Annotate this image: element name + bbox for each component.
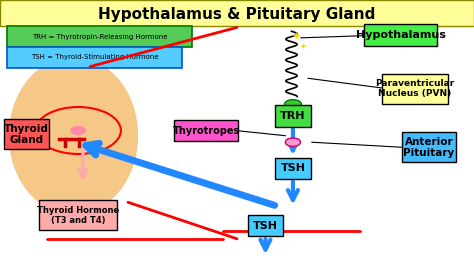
Text: TSH: TSH bbox=[281, 163, 305, 173]
Text: Hypothalamus & Pituitary Gland: Hypothalamus & Pituitary Gland bbox=[98, 7, 376, 22]
Circle shape bbox=[284, 100, 301, 109]
Text: ✦: ✦ bbox=[292, 32, 301, 41]
Text: TSH = Thyroid-Stimulating Hormone: TSH = Thyroid-Stimulating Hormone bbox=[31, 55, 158, 60]
FancyBboxPatch shape bbox=[275, 158, 311, 179]
Circle shape bbox=[71, 127, 85, 134]
Text: TSH: TSH bbox=[253, 221, 278, 231]
FancyBboxPatch shape bbox=[3, 120, 48, 149]
Text: Thyroid Hormone
(T3 and T4): Thyroid Hormone (T3 and T4) bbox=[37, 206, 119, 225]
Text: Thyrotropes: Thyrotropes bbox=[173, 126, 240, 135]
Text: ✦: ✦ bbox=[300, 41, 307, 50]
FancyBboxPatch shape bbox=[364, 24, 437, 46]
FancyBboxPatch shape bbox=[382, 74, 448, 104]
Text: TRH = Thyrotropin-Releasing Hormone: TRH = Thyrotropin-Releasing Hormone bbox=[32, 34, 167, 39]
Text: TRH: TRH bbox=[280, 111, 306, 121]
FancyBboxPatch shape bbox=[174, 120, 238, 141]
Text: Thyroid
Gland: Thyroid Gland bbox=[4, 124, 48, 145]
Text: Hypothalamus: Hypothalamus bbox=[356, 30, 446, 40]
FancyBboxPatch shape bbox=[402, 133, 456, 162]
FancyBboxPatch shape bbox=[0, 0, 474, 26]
FancyBboxPatch shape bbox=[7, 47, 182, 68]
FancyBboxPatch shape bbox=[275, 105, 311, 127]
Text: Paraventricular
Nucleus (PVN): Paraventricular Nucleus (PVN) bbox=[375, 79, 455, 98]
Text: Anterior
Pituitary: Anterior Pituitary bbox=[403, 137, 455, 158]
Circle shape bbox=[285, 138, 301, 146]
FancyBboxPatch shape bbox=[39, 200, 117, 230]
FancyBboxPatch shape bbox=[7, 26, 192, 47]
Ellipse shape bbox=[9, 57, 137, 214]
FancyBboxPatch shape bbox=[248, 215, 283, 236]
